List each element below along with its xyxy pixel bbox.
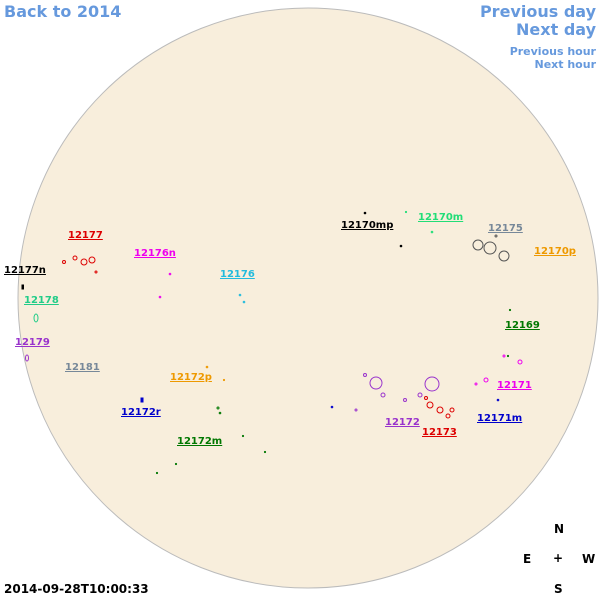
sunspots: [21, 210, 523, 475]
region-label[interactable]: 12172: [385, 417, 420, 428]
region-label[interactable]: 12171: [497, 380, 532, 391]
region-label[interactable]: 12175: [488, 223, 523, 234]
region-label[interactable]: 12170p: [534, 246, 576, 257]
region-label[interactable]: 12177n: [4, 265, 46, 276]
compass-north: N: [554, 522, 565, 536]
region-label[interactable]: 12169: [505, 320, 540, 331]
region-label[interactable]: 12178: [24, 295, 59, 306]
compass-east: E: [523, 552, 532, 566]
region-label[interactable]: 12172r: [121, 407, 161, 418]
region-label[interactable]: 12173: [422, 427, 457, 438]
region-label[interactable]: 12172p: [170, 372, 212, 383]
region-label[interactable]: 12170mp: [341, 220, 394, 231]
next-day-link[interactable]: Next day: [516, 20, 596, 39]
previous-hour-link[interactable]: Previous hour: [509, 45, 596, 58]
back-link[interactable]: Back to 2014: [4, 2, 122, 21]
region-label[interactable]: 12181: [65, 362, 100, 373]
region-label[interactable]: 12176: [220, 269, 255, 280]
region-label[interactable]: 12176n: [134, 248, 176, 259]
compass-center: +: [553, 551, 564, 565]
region-label[interactable]: 12171m: [477, 413, 523, 424]
region-label[interactable]: 12170m: [418, 212, 464, 223]
previous-day-link[interactable]: Previous day: [479, 2, 596, 21]
compass-south: S: [554, 582, 563, 596]
region-label[interactable]: 12177: [68, 230, 103, 241]
region-label[interactable]: 12172m: [177, 436, 223, 447]
region-label[interactable]: 12179: [15, 337, 50, 348]
next-hour-link[interactable]: Next hour: [534, 58, 597, 71]
compass-west: W: [582, 552, 596, 566]
solar-disk: [17, 7, 599, 589]
timestamp: 2014-09-28T10:00:33: [4, 582, 149, 596]
